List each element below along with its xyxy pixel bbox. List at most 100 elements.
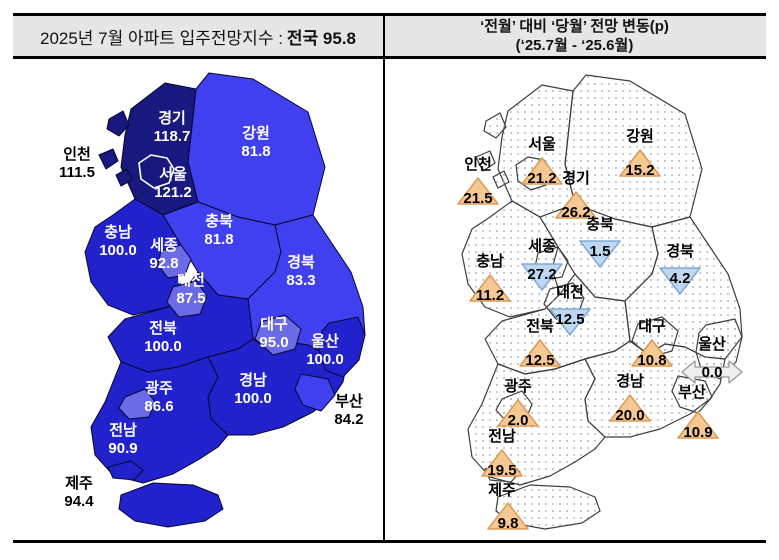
region-value-incheon: 111.5 [59,164,95,181]
triangle-up-icon-daegu [631,339,673,367]
region-name-chungbuk: 충북 [586,216,614,233]
triangle-up-icon-jeonbuk [519,339,561,367]
region-name-gyeongnam: 경남 [239,371,267,389]
region-value-chungbuk: 81.8 [204,231,233,248]
region-name-jeonnam: 전남 [109,422,137,439]
region-name-busan: 부산 [678,384,706,401]
region-name-chungnam: 충남 [104,224,132,241]
header-row: 2025년 7월 아파트 입주전망지수 : 전국 95.8 ‘전월’ 대비 ‘당… [13,16,766,56]
triangle-down-icon-gyeongbuk [659,267,701,295]
region-value-gwangju: 86.6 [144,398,173,415]
region-gwangju [118,388,156,420]
region-value-gangwon: 81.8 [241,143,270,160]
region-name-ulsan: 울산 [311,333,339,350]
region-name-incheon: 인천 [63,145,91,163]
triangle-up-icon-jeju [487,502,529,530]
change-value-gwangju: 2.0 [508,412,529,429]
region-name-seoul: 서울 [159,166,187,183]
region-jeonnam [90,356,229,484]
region-name-jeonbuk: 전북 [149,320,177,337]
region-name-gyeonggi: 경기 [562,169,590,187]
right-title-line2: (‘25.7월 - ‘25.6월) [515,37,634,54]
region-value-daejeon: 87.5 [176,290,205,307]
arrow-flat-icon-ulsan [681,360,743,384]
region-value-ulsan: 100.0 [306,351,344,368]
region-name-gwangju: 광주 [504,377,532,395]
region-value-seoul: 121.2 [154,184,192,201]
region-name-chungnam: 충남 [476,253,504,270]
korea-map-right: 강원15.2경기26.2충북1.5충남11.2경북4.2전북12.5경남20.0… [457,74,743,532]
region-daejeon [166,280,208,318]
change-value-jeonbuk: 12.5 [525,352,554,369]
change-value-gangwon: 15.2 [625,162,654,179]
region-incheon [492,170,510,189]
region-busan [294,373,336,412]
region-incheon [483,112,507,139]
region-name-busan: 부산 [335,393,363,410]
frame-top-border [13,13,766,16]
region-name-gwangju: 광주 [145,379,173,397]
region-value-busan: 84.2 [334,411,363,428]
right-title-line1: ‘전월’ 대비 ‘당월’ 전망 변동(p) [480,17,669,35]
region-name-daejeon: 대전 [556,284,584,301]
region-name-ulsan: 울산 [698,336,726,353]
change-value-chungbuk: 1.5 [590,243,611,260]
change-value-jeju: 9.8 [498,515,519,532]
region-sejong [157,244,192,279]
region-value-jeju: 94.4 [64,493,94,510]
region-value-gyeongnam: 100.0 [234,390,272,407]
triangle-up-icon-chungnam [469,274,511,302]
left-title-text: 2025년 7월 아파트 입주전망지수 : [39,28,283,48]
change-value-chungnam: 11.2 [476,287,504,304]
triangle-up-icon-seoul [521,157,563,185]
triangle-up-icon-gangwon [619,149,661,177]
change-value-gyeonggi: 26.2 [561,204,590,221]
triangle-up-icon-busan [677,411,719,439]
change-value-gyeongbuk: 4.2 [670,270,691,287]
change-value-daejeon: 12.5 [555,311,584,328]
change-value-jeonnam: 19.5 [487,462,516,479]
region-name-gangwon: 강원 [626,127,654,145]
region-value-jeonbuk: 100.0 [144,338,182,355]
frame-bottom-border [13,540,766,543]
region-daegu [254,314,302,356]
region-name-daejeon: 대전 [177,272,205,289]
header-bottom-border [13,56,766,59]
region-jeju [118,482,224,528]
region-name-sejong: 세종 [150,237,178,254]
region-name-chungbuk: 충북 [205,213,233,230]
region-daegu [631,316,679,358]
triangle-up-icon-incheon [457,177,499,205]
region-name-gyeongbuk: 경북 [666,242,694,260]
triangle-up-icon-gwangju [497,399,539,427]
region-name-daegu: 대구 [638,318,666,335]
region-name-seoul: 서울 [528,136,556,153]
left-map-title: 2025년 7월 아파트 입주전망지수 : 전국 95.8 [13,16,383,56]
region-name-gangwon: 강원 [242,124,270,142]
region-name-gyeonggi: 경기 [158,109,186,127]
left-title-national-value: 전국 95.8 [286,28,357,48]
region-incheon [106,110,130,137]
change-value-daegu: 10.8 [637,352,666,369]
triangle-down-icon-chungbuk [579,240,621,268]
change-value-gyeongnam: 20.0 [615,407,644,424]
region-name-gyeongbuk: 경북 [287,253,315,271]
triangle-up-icon-jeonnam [481,449,523,477]
korea-map-left: 강원81.8경기118.7충북81.8충남100.0경북83.3전북100.0경… [59,72,366,528]
region-incheon [98,148,119,170]
region-incheon [475,150,496,172]
region-name-jeonnam: 전남 [488,428,516,445]
region-jeonnam [107,460,144,481]
region-name-gyeongnam: 경남 [616,372,644,390]
region-value-chungnam: 100.0 [99,242,137,259]
region-name-jeju: 제주 [65,475,93,492]
region-value-daegu: 95.0 [259,334,288,351]
region-incheon [115,168,133,187]
change-value-busan: 10.9 [683,424,712,441]
region-ulsan [318,316,366,378]
triangle-up-icon-gyeonggi [555,191,597,219]
region-value-jeonnam: 90.9 [108,440,137,457]
region-seoul [138,154,175,189]
region-name-incheon: 인천 [464,155,492,173]
right-map-title: ‘전월’ 대비 ‘당월’ 전망 변동(p) (‘25.7월 - ‘25.6월) [383,16,766,56]
